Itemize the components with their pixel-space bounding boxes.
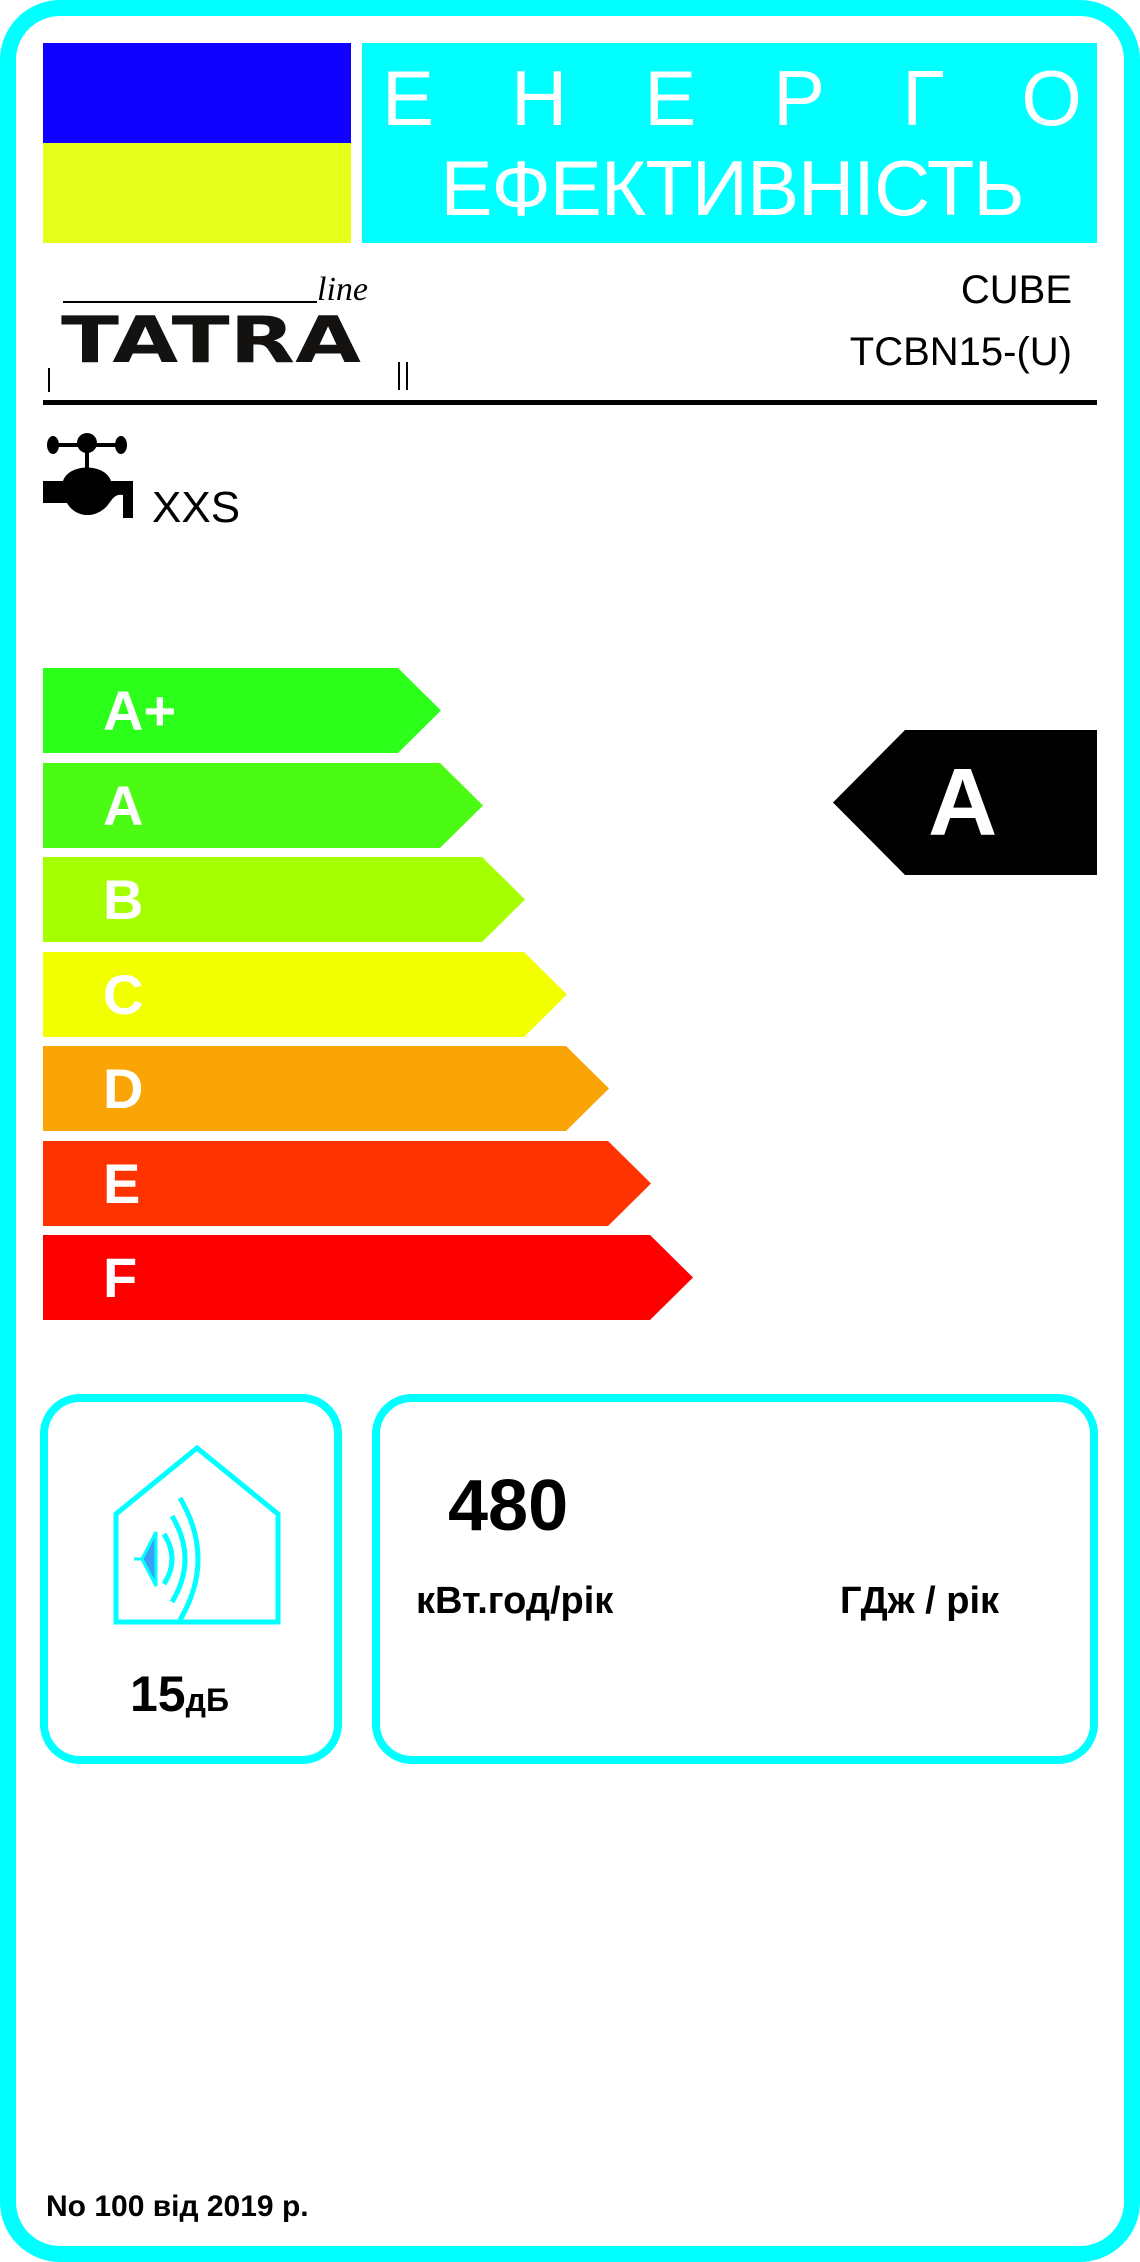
title-letter: Г	[902, 54, 945, 142]
noise-unit: дБ	[185, 1682, 229, 1718]
rating-class: A	[928, 749, 998, 856]
title-letter: Р	[773, 54, 826, 142]
water-tap-icon	[43, 433, 138, 528]
rating-arrow: A	[833, 730, 1097, 875]
title-line-1: Е Н Е Р Г О	[382, 53, 1082, 143]
scale-bar-label: B	[103, 868, 144, 931]
product-model: TCBN15-(U)	[849, 330, 1072, 374]
scale-bar-label: A+	[103, 679, 177, 742]
noise-level: 15дБ	[130, 1665, 229, 1723]
noise-value: 15	[130, 1666, 186, 1722]
regulation-footer: No 100 від 2019 р.	[46, 2190, 309, 2223]
scale-bar-label: D	[103, 1057, 144, 1120]
energy-box	[372, 1394, 1098, 1764]
logo-suffix: line	[317, 271, 368, 308]
title-letter: О	[1021, 54, 1082, 142]
scale-bar-label: A	[103, 773, 144, 837]
energy-unit-gj: ГДж / рік	[840, 1580, 1000, 1622]
energy-title-box: Е Н Е Р Г О ЕФЕКТИВНІСТЬ	[362, 43, 1097, 243]
scale-bar-label: E	[103, 1151, 141, 1215]
logo-marks	[398, 362, 408, 390]
title-letter: Е	[382, 54, 435, 142]
product-series: CUBE	[960, 268, 1072, 312]
logo-name: TATRA	[61, 304, 362, 378]
scale-bar-label: C	[103, 962, 144, 1026]
energy-unit-kwh: кВт.год/рік	[416, 1580, 614, 1622]
tatra-logo: line TATRA	[45, 270, 401, 395]
flag-yellow	[43, 143, 351, 243]
speaker-house-icon	[113, 1444, 281, 1625]
divider	[43, 400, 1097, 405]
energy-value: 480	[448, 1466, 569, 1546]
title-line-2: ЕФЕКТИВНІСТЬ	[440, 144, 1024, 232]
flag-blue	[43, 43, 351, 143]
scale-bar-label: F	[103, 1246, 138, 1309]
tap-profile-size: XXS	[152, 483, 241, 532]
title-letter: Е	[644, 54, 697, 142]
title-letter: Н	[510, 54, 568, 142]
noise-box	[40, 1394, 342, 1764]
